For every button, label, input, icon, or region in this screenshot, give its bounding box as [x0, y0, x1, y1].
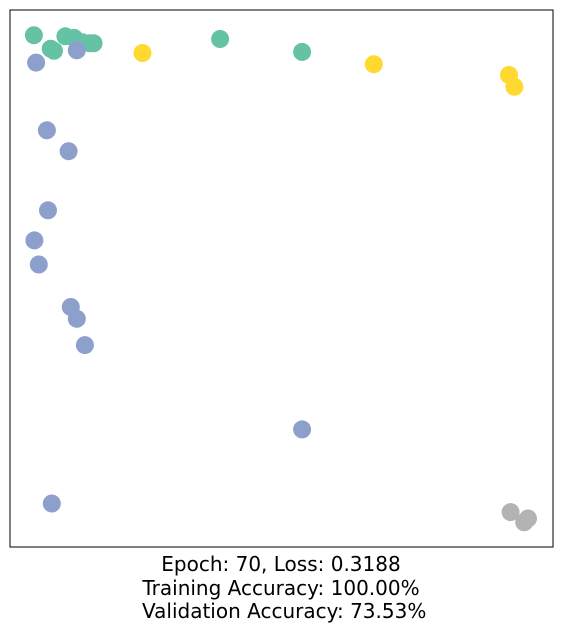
- plot-frame: [9, 9, 554, 548]
- scatter-point-s2-8: [67, 309, 86, 328]
- scatter-point-s2-3: [59, 142, 78, 161]
- scatter-point-s2-4: [39, 201, 57, 220]
- scatter-point-s2-9: [75, 336, 94, 355]
- scatter-point-s1-0: [133, 44, 152, 62]
- scatter-point-s0-9: [293, 42, 312, 61]
- scatter-plot: [9, 9, 554, 548]
- points-layer: [24, 26, 537, 532]
- scatter-point-s2-1: [67, 41, 86, 60]
- scatter-point-s0-8: [211, 30, 230, 48]
- scatter-point-s2-6: [29, 255, 48, 274]
- caption-training-accuracy: Training Accuracy: 100.00%: [142, 576, 420, 600]
- scatter-point-s3-2: [515, 513, 534, 532]
- scatter-point-s2-5: [25, 231, 44, 250]
- caption-epoch-loss: Epoch: 70, Loss: 0.3188: [161, 552, 401, 576]
- scatter-point-s1-1: [364, 55, 383, 74]
- scatter-point-s2-0: [27, 53, 46, 72]
- scatter-point-s2-2: [37, 121, 56, 140]
- scatter-point-s2-11: [42, 494, 61, 513]
- scatter-point-s0-5: [84, 34, 103, 53]
- scatter-point-s1-3: [505, 77, 524, 96]
- scatter-point-s0-0: [24, 26, 43, 45]
- scatter-point-s2-10: [293, 420, 312, 439]
- scatter-point-s0-7: [45, 41, 63, 60]
- caption-validation-accuracy: Validation Accuracy: 73.53%: [135, 599, 427, 623]
- scatter-point-s3-0: [501, 503, 520, 522]
